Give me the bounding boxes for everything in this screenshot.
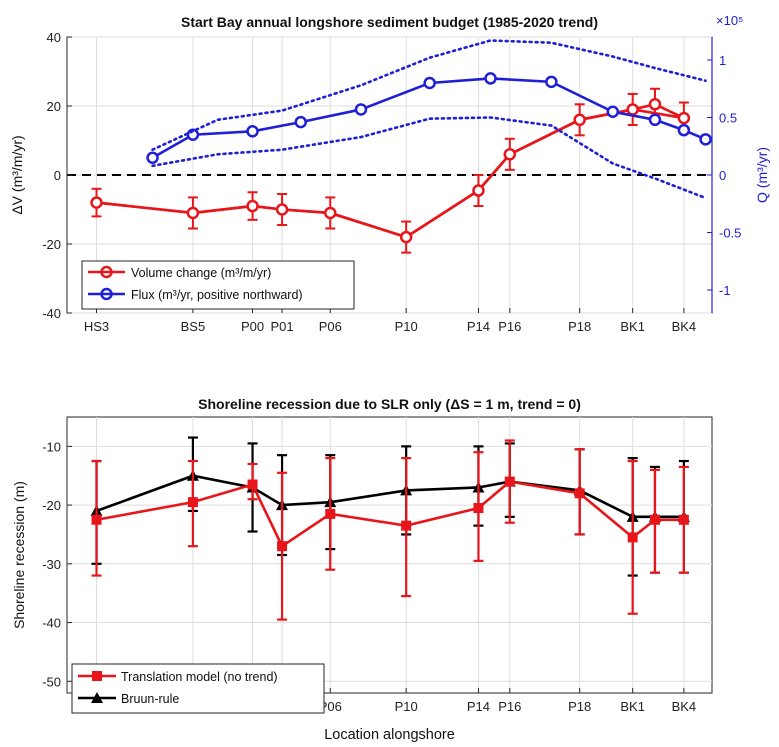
top-data-point — [484, 72, 497, 85]
bottom-data-point — [627, 532, 638, 543]
top-data-point — [423, 76, 436, 90]
top-data-point — [146, 151, 159, 164]
top-chart-title: Start Bay annual longshore sediment budg… — [181, 14, 598, 30]
legend-volume-label: Volume change (m³/m/yr) — [131, 266, 271, 280]
bottom-data-point — [401, 520, 412, 531]
top-data-point — [648, 113, 662, 127]
bottom-series-line-1 — [96, 474, 684, 519]
top-chart-right-axis-multiplier: ×10⁵ — [716, 13, 743, 28]
legend-flux-label: Flux (m³/yr, positive northward) — [131, 288, 303, 302]
top-data-point — [545, 75, 558, 89]
bottom-data-point — [504, 476, 515, 487]
legend-bruun-marker — [91, 692, 103, 703]
top-data-point — [606, 105, 620, 118]
top-xtick-label: P16 — [498, 319, 521, 334]
top-xtick-label: P01 — [270, 319, 293, 334]
bottom-xtick-label: P16 — [498, 699, 521, 714]
bottom-ytick-label: -30 — [42, 557, 61, 572]
bottom-ytick-label: -50 — [42, 674, 61, 689]
top-xtick-label: P14 — [467, 319, 490, 334]
bottom-xtick-label: P14 — [467, 699, 490, 714]
top-data-point — [246, 199, 259, 213]
bottom-chart-ylabel: Shoreline recession (m) — [11, 481, 27, 629]
top-data-point — [294, 115, 307, 129]
top-chart-series — [90, 39, 712, 254]
bottom-data-point — [678, 514, 689, 525]
bottom-data-point — [574, 488, 585, 499]
bottom-data-point — [91, 514, 102, 525]
top-data-point — [472, 184, 485, 197]
top-chart-ylabel-left: ΔV (m³/m/yr) — [9, 135, 25, 214]
top-chart-legend: Volume change (m³/m/yr) Flux (m³/yr, pos… — [81, 260, 355, 310]
bottom-xtick-label: P18 — [568, 699, 591, 714]
top-data-point — [648, 98, 662, 111]
bottom-xtick-label: P10 — [395, 699, 418, 714]
bottom-xtick-label: BK4 — [672, 699, 697, 714]
bottom-data-point — [473, 503, 484, 514]
top-chart-ylabel-right: Q (m³/yr) — [754, 147, 770, 203]
legend-flux-marker — [100, 287, 113, 301]
top-ytick-right-label: -0.5 — [719, 226, 741, 241]
legend-translation-marker — [92, 671, 102, 681]
top-ytick-left-label: -20 — [42, 237, 61, 252]
top-ytick-right-label: 0.5 — [719, 111, 737, 126]
bottom-ytick-label: -20 — [42, 498, 61, 513]
bottom-xtick-label: BK1 — [620, 699, 645, 714]
bottom-chart-title: Shoreline recession due to SLR only (ΔS … — [198, 396, 581, 412]
top-ytick-right-label: -1 — [719, 283, 731, 298]
bottom-data-point — [247, 479, 258, 490]
legend-bruun-label: Bruun-rule — [121, 692, 179, 706]
bottom-data-point — [325, 508, 336, 519]
bottom-data-point — [187, 497, 198, 508]
top-xtick-label: P18 — [568, 319, 591, 334]
top-data-point — [399, 230, 413, 244]
top-xtick-label: P00 — [241, 319, 264, 334]
legend-volume-marker — [100, 265, 113, 279]
bottom-chart-legend: Translation model (no trend) Bruun-rule — [71, 663, 325, 714]
top-chart-ticks: HS3 BS5 P00 P01 P06 P10 P14 P16 P18 BK1 BK4 -40 -20 0… — [42, 30, 741, 334]
bottom-data-point — [277, 541, 288, 552]
top-data-point — [626, 103, 639, 116]
top-data-point — [324, 206, 337, 220]
top-data-point — [354, 103, 368, 116]
top-ytick-left-label: -40 — [42, 306, 61, 321]
top-data-point — [677, 123, 691, 137]
top-data-point — [90, 196, 103, 209]
bottom-chart-xlabel: Location alongshore — [324, 727, 455, 743]
top-data-point — [275, 203, 289, 216]
top-ytick-right-label: 1 — [719, 53, 726, 68]
top-series-line-3 — [151, 39, 707, 151]
top-data-point — [699, 133, 712, 146]
bottom-chart-axes-box — [66, 416, 713, 694]
bottom-ytick-label: -10 — [42, 439, 61, 454]
top-data-point — [573, 113, 586, 127]
top-data-point — [186, 206, 200, 220]
top-ytick-left-label: 0 — [54, 168, 61, 183]
bottom-ytick-label: -40 — [42, 616, 61, 631]
top-data-point — [246, 125, 259, 138]
top-ytick-left-label: 20 — [47, 99, 61, 114]
top-data-point — [677, 111, 691, 125]
top-ytick-left-label: 40 — [47, 30, 61, 45]
bottom-chart-series — [90, 436, 690, 621]
top-xtick-label: P10 — [395, 319, 418, 334]
top-xtick-label: BS5 — [181, 319, 206, 334]
top-series-line-4 — [151, 116, 707, 200]
top-xtick-label: P06 — [319, 319, 342, 334]
top-xtick-label: BK1 — [620, 319, 645, 334]
top-chart-legend-box — [81, 260, 355, 310]
top-ytick-right-label: 0 — [719, 168, 726, 183]
top-xtick-label: BK4 — [672, 319, 697, 334]
top-xtick-label: HS3 — [84, 319, 109, 334]
bottom-data-point — [649, 514, 660, 525]
top-data-point — [503, 148, 517, 161]
legend-translation-label: Translation model (no trend) — [121, 670, 278, 684]
bottom-chart: HS3BS5P00P01P06P10P14P16P18BK1BK4-50-40-… — [11, 396, 713, 743]
bottom-chart-legend-box — [71, 663, 325, 714]
